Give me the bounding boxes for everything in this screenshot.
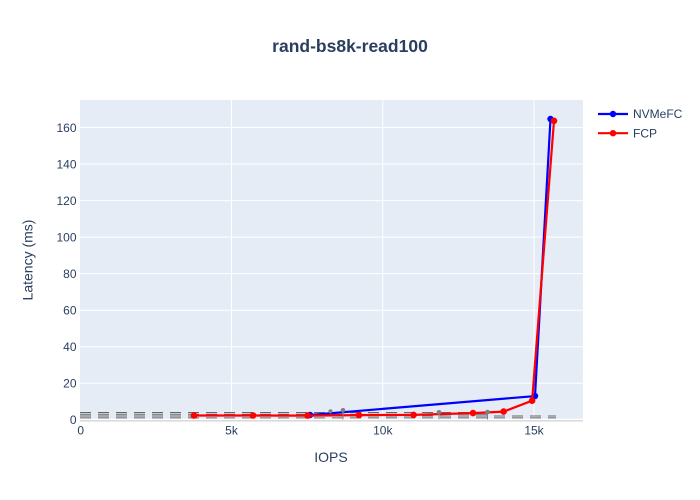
svg-text:140: 140 <box>56 157 76 171</box>
svg-text:15k: 15k <box>524 424 544 438</box>
svg-text:100: 100 <box>56 230 76 244</box>
svg-text:FCP: FCP <box>633 126 657 140</box>
svg-text:120: 120 <box>56 194 76 208</box>
svg-text:20: 20 <box>63 377 77 391</box>
svg-text:80: 80 <box>63 267 77 281</box>
svg-text:IOPS: IOPS <box>314 449 347 465</box>
svg-text:0: 0 <box>77 424 84 438</box>
svg-text:10k: 10k <box>373 424 393 438</box>
svg-text:40: 40 <box>63 340 77 354</box>
svg-text:160: 160 <box>56 121 76 135</box>
svg-text:Latency (ms): Latency (ms) <box>20 220 36 301</box>
svg-text:rand-bs8k-read100: rand-bs8k-read100 <box>272 36 428 56</box>
svg-text:0: 0 <box>70 413 77 427</box>
svg-text:60: 60 <box>63 304 77 318</box>
svg-text:5k: 5k <box>225 424 239 438</box>
svg-text:NVMeFC: NVMeFC <box>633 107 683 121</box>
